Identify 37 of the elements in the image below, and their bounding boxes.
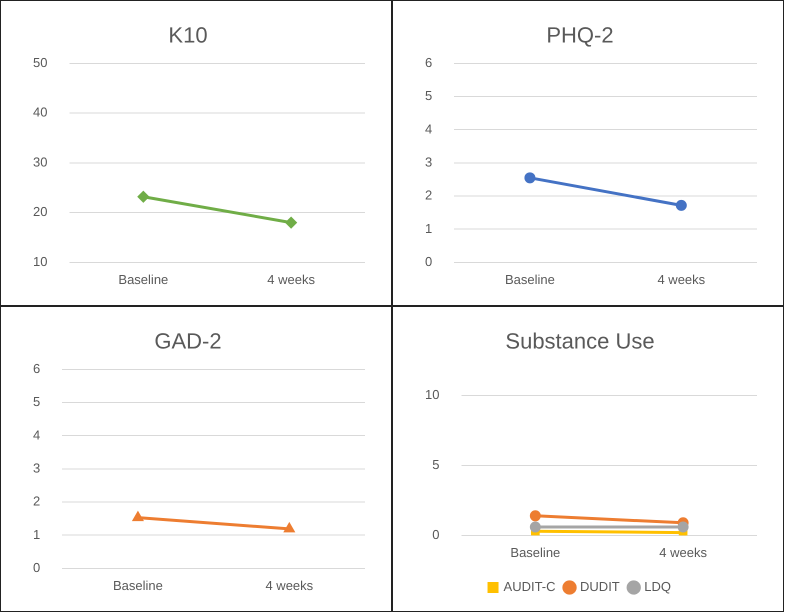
- y-tick-label: 0: [432, 526, 440, 542]
- y-tick-label: 6: [424, 54, 432, 70]
- y-tick-label: 2: [32, 494, 40, 509]
- legend-label: LDQ: [644, 579, 671, 594]
- y-tick-label: 6: [32, 360, 40, 376]
- y-tick-label: 5: [432, 456, 440, 472]
- x-tick-label: 4 weeks: [657, 272, 706, 287]
- legend-label: DUDIT: [580, 579, 620, 594]
- y-tick-label: 0: [32, 560, 40, 575]
- y-tick-label: 2: [424, 188, 432, 203]
- y-tick-label: 5: [32, 394, 40, 410]
- y-tick-label: 30: [32, 154, 48, 170]
- chart-title: PHQ-2: [546, 22, 614, 48]
- x-tick-label: Baseline: [112, 578, 163, 593]
- chart-title: GAD-2: [154, 328, 222, 354]
- legend-label: AUDIT-C: [504, 579, 556, 594]
- y-tick-label: 10: [424, 386, 440, 402]
- x-tick-label: Baseline: [118, 272, 168, 287]
- y-tick-label: 50: [32, 54, 48, 70]
- chart-title: K10: [168, 22, 208, 48]
- x-tick-label: Baseline: [510, 544, 560, 560]
- y-tick-label: 1: [32, 526, 40, 542]
- y-tick-label: 10: [32, 254, 48, 269]
- y-tick-label: 4: [32, 427, 40, 442]
- y-tick-label: 40: [32, 104, 48, 120]
- x-tick-label: 4 weeks: [265, 578, 314, 593]
- y-tick-label: 3: [32, 460, 40, 476]
- chart-title: Substance Use: [505, 328, 655, 354]
- y-tick-label: 5: [424, 88, 432, 104]
- y-tick-label: 1: [424, 220, 432, 236]
- x-tick-label: 4 weeks: [659, 544, 708, 560]
- x-tick-label: 4 weeks: [267, 272, 316, 287]
- y-tick-label: 4: [424, 121, 432, 136]
- y-tick-label: 0: [424, 254, 432, 269]
- x-tick-label: Baseline: [504, 272, 555, 287]
- y-tick-label: 3: [424, 154, 432, 170]
- y-tick-label: 20: [32, 204, 48, 220]
